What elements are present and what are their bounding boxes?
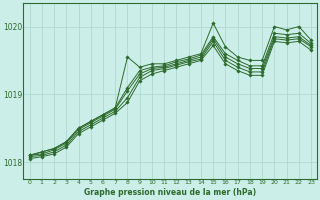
X-axis label: Graphe pression niveau de la mer (hPa): Graphe pression niveau de la mer (hPa)	[84, 188, 256, 197]
